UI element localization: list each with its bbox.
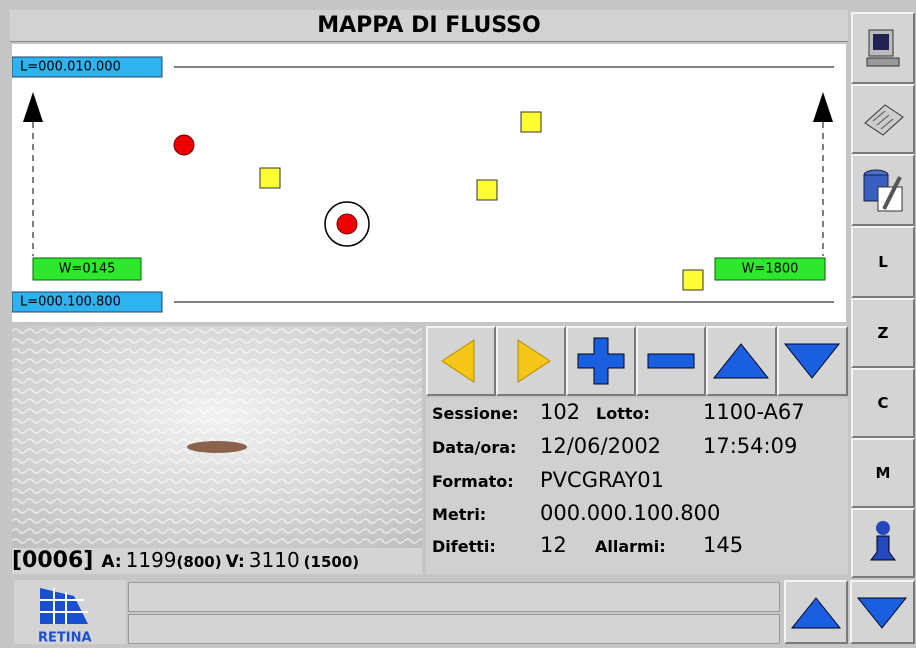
screen-face xyxy=(873,34,889,50)
defects: 12 xyxy=(540,533,567,557)
flow-map: L=000.010.000 L=000.100.800 W=0145 W=180… xyxy=(12,44,846,322)
length-top: L=000.010.000 xyxy=(20,60,121,75)
logo-area: RETINA xyxy=(14,580,126,644)
arrow-right xyxy=(518,340,550,382)
title: MAPPA DI FLUSSO xyxy=(317,13,540,38)
status-field xyxy=(128,614,780,644)
icon xyxy=(863,26,903,70)
logo-mark xyxy=(40,588,88,624)
a-label: A: xyxy=(101,552,121,572)
database-button[interactable] xyxy=(851,154,915,226)
base xyxy=(867,58,899,66)
up-button[interactable] xyxy=(706,326,777,396)
alarms-label: Allarmi: xyxy=(595,537,666,556)
defect-marker[interactable] xyxy=(521,112,541,132)
defect-spot xyxy=(187,441,247,453)
status-field xyxy=(128,582,780,612)
info-panel: Sessione: 102 Lotto: 1100-A67 Data/ora: … xyxy=(426,398,848,574)
defect-id: [0006] xyxy=(12,548,93,573)
plus xyxy=(578,338,624,384)
defects-label: Difetti: xyxy=(432,537,496,556)
arrow-down xyxy=(858,598,906,628)
date: 12/06/2002 xyxy=(540,434,661,458)
icon xyxy=(708,328,774,394)
icon xyxy=(428,328,494,394)
zoom-out-button[interactable] xyxy=(636,326,706,396)
defect-marker[interactable] xyxy=(477,180,497,200)
keyboard xyxy=(865,105,903,135)
zoom-in-button[interactable] xyxy=(566,326,636,396)
monitor-button[interactable] xyxy=(851,12,915,84)
icon xyxy=(568,328,634,394)
v-value: 3110 xyxy=(249,548,300,572)
icon xyxy=(498,328,564,394)
body xyxy=(871,536,895,560)
length-bottom: L=000.100.800 xyxy=(20,295,121,310)
icon xyxy=(852,582,912,642)
meters: 000.000.100.800 xyxy=(540,501,720,525)
v-label: V: xyxy=(226,552,245,572)
a-value: 1199 xyxy=(126,548,177,572)
operator-button[interactable] xyxy=(851,508,915,578)
icon xyxy=(786,582,846,642)
width-right: W=1800 xyxy=(742,262,799,277)
screen: MAPPA DI FLUSSO L=000.010.000 L=000.100.… xyxy=(0,0,916,644)
icon xyxy=(779,328,845,394)
datetime-label: Data/ora: xyxy=(432,438,516,457)
arrow-up xyxy=(792,598,840,628)
a-ref: (800) xyxy=(177,553,222,571)
icon xyxy=(638,328,704,394)
logo: RETINA xyxy=(14,580,126,644)
title-bar: MAPPA DI FLUSSO xyxy=(10,10,848,42)
arrow-left xyxy=(442,340,474,382)
sidebar-button[interactable]: C xyxy=(851,368,915,438)
defect-caption: [0006] A: 1199 (800) V: 3110 (1500) xyxy=(12,548,422,574)
arrow-up xyxy=(714,344,768,378)
arrow-down xyxy=(785,344,839,378)
session: 102 xyxy=(540,400,580,424)
v-ref: (1500) xyxy=(304,553,359,571)
defect-marker[interactable] xyxy=(260,168,280,188)
defect-image xyxy=(12,326,422,550)
session-label: Sessione: xyxy=(432,404,519,423)
format: PVCGRAY01 xyxy=(540,468,664,492)
prev-button[interactable] xyxy=(426,326,496,396)
lot-label: Lotto: xyxy=(596,404,650,423)
sidebar-button[interactable]: M xyxy=(851,438,915,508)
down-button[interactable] xyxy=(777,326,848,396)
time: 17:54:09 xyxy=(703,434,797,458)
next-button[interactable] xyxy=(496,326,566,396)
defect-marker[interactable] xyxy=(683,270,703,290)
page-down-button[interactable] xyxy=(850,580,915,644)
icon xyxy=(861,99,905,139)
image-grain xyxy=(12,326,422,550)
format-label: Formato: xyxy=(432,472,514,491)
page-up-button[interactable] xyxy=(784,580,848,644)
lot: 1100-A67 xyxy=(703,400,805,424)
head xyxy=(876,521,890,535)
defect-marker[interactable] xyxy=(174,135,194,155)
sidebar-button[interactable]: L xyxy=(851,226,915,298)
width-left: W=0145 xyxy=(59,262,116,277)
alarms: 145 xyxy=(703,533,743,557)
icon xyxy=(860,165,906,215)
sidebar-button[interactable]: Z xyxy=(851,298,915,368)
minus xyxy=(648,354,694,368)
meters-label: Metri: xyxy=(432,505,486,524)
defect-marker[interactable] xyxy=(337,214,357,234)
icon xyxy=(863,518,903,568)
keyboard-button[interactable] xyxy=(851,84,915,154)
logo-text: RETINA xyxy=(38,631,92,645)
